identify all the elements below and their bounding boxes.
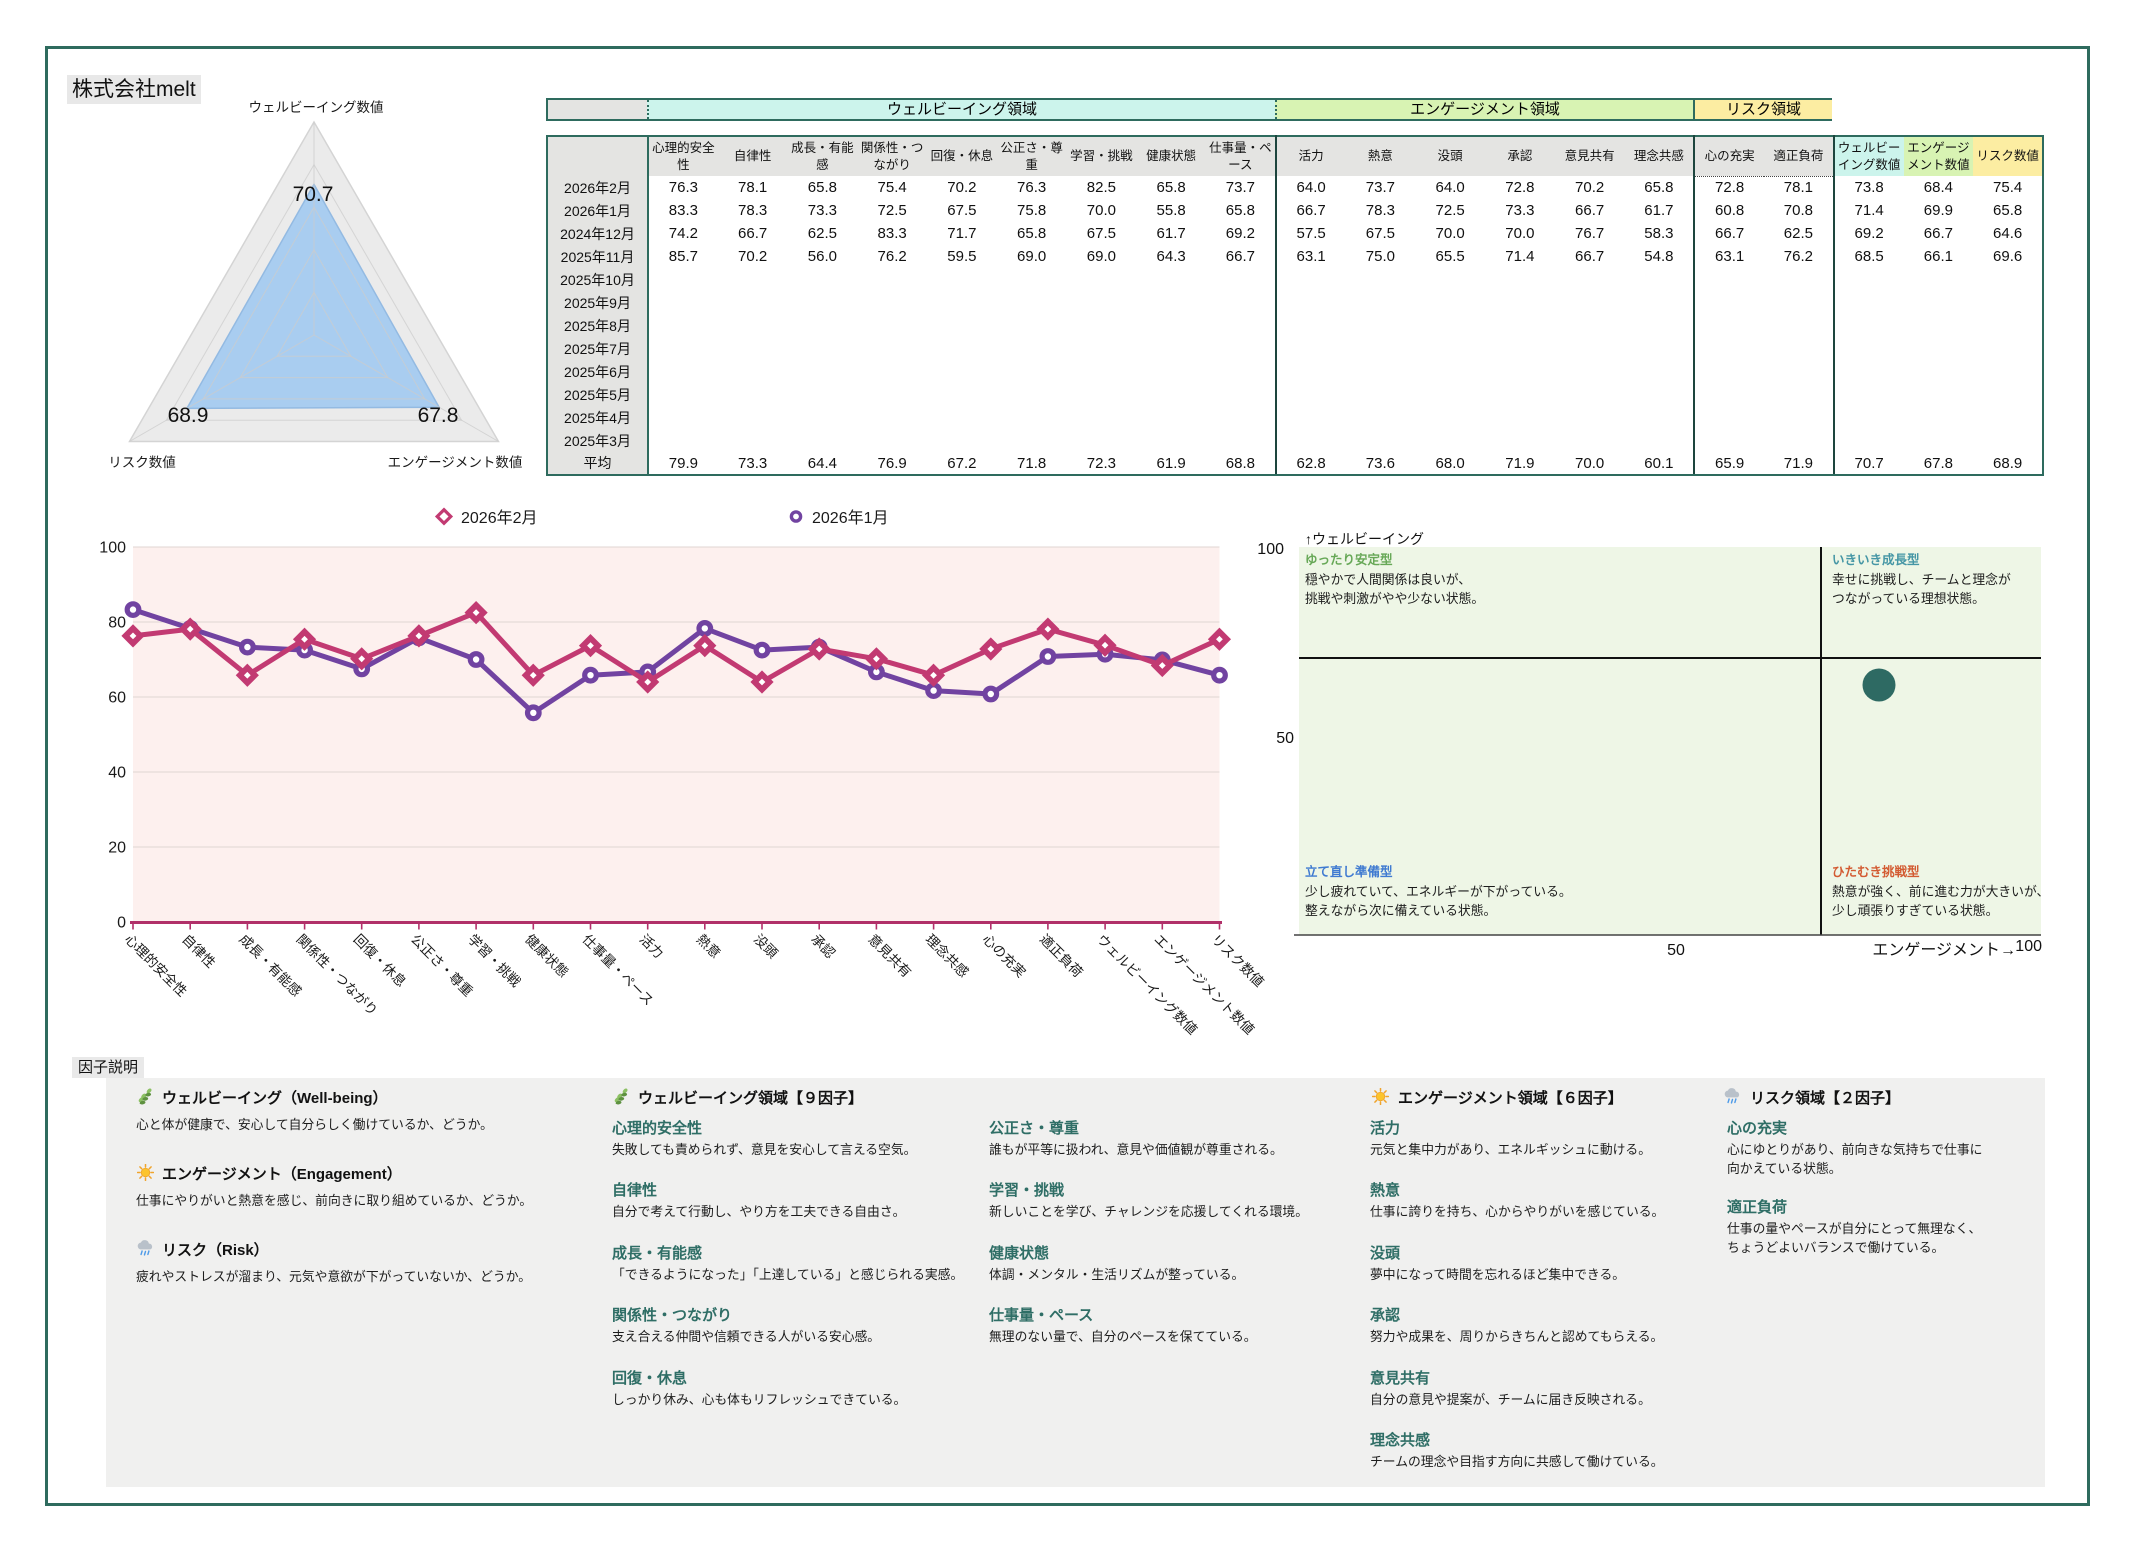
svg-text:↑ウェルビーイング: ↑ウェルビーイング <box>1305 531 1424 547</box>
svg-text:0: 0 <box>117 915 126 932</box>
svg-text:心の充実: 心の充実 <box>980 932 1029 981</box>
svg-text:承認: 承認 <box>808 932 838 962</box>
svg-text:リスク数値: リスク数値 <box>108 455 176 470</box>
svg-text:意見共有: 意見共有 <box>865 931 914 980</box>
svg-text:エンゲージメント→: エンゲージメント→ <box>1872 941 2016 959</box>
svg-text:60: 60 <box>108 690 126 707</box>
svg-text:回復・休息: 回復・休息 <box>351 931 410 990</box>
svg-text:没頭: 没頭 <box>751 932 781 962</box>
svg-text:リスク数値: リスク数値 <box>1208 932 1266 990</box>
svg-text:熱意: 熱意 <box>694 931 724 961</box>
svg-text:適正負荷: 適正負荷 <box>1037 931 1086 980</box>
svg-text:100: 100 <box>2015 938 2042 955</box>
svg-text:健康状態: 健康状態 <box>522 931 571 980</box>
svg-text:50: 50 <box>1667 942 1685 959</box>
svg-text:2026年1月: 2026年1月 <box>812 509 889 527</box>
svg-text:67.8: 67.8 <box>418 404 459 427</box>
svg-text:100: 100 <box>99 540 126 557</box>
svg-text:40: 40 <box>108 765 126 782</box>
svg-text:100: 100 <box>1257 541 1284 558</box>
svg-text:ウェルビーイング数値: ウェルビーイング数値 <box>1094 932 1200 1038</box>
svg-text:エンゲージメント数値: エンゲージメント数値 <box>388 455 523 470</box>
svg-text:2026年2月: 2026年2月 <box>461 509 538 527</box>
svg-text:70.7: 70.7 <box>293 183 334 206</box>
svg-text:68.9: 68.9 <box>168 404 209 427</box>
svg-text:エンゲージメント数値: エンゲージメント数値 <box>1151 932 1257 1038</box>
svg-text:ウェルビーイング数値: ウェルビーイング数値 <box>249 100 384 115</box>
svg-text:50: 50 <box>1276 730 1294 747</box>
svg-text:理念共感: 理念共感 <box>922 931 971 980</box>
svg-text:自律性: 自律性 <box>179 932 218 971</box>
svg-text:活力: 活力 <box>637 932 667 962</box>
svg-text:学習・挑戦: 学習・挑戦 <box>465 932 524 991</box>
svg-text:80: 80 <box>108 615 126 632</box>
svg-text:20: 20 <box>108 840 126 857</box>
